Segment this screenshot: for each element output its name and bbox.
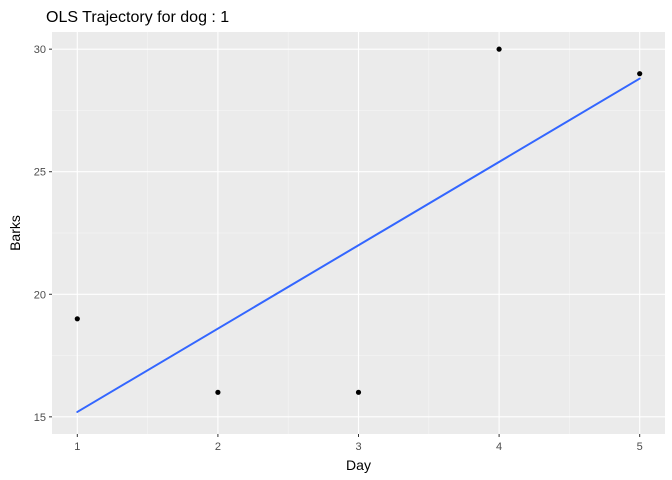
data-point (215, 389, 221, 395)
x-tick-label: 1 (74, 441, 80, 453)
x-tick-label: 2 (215, 441, 221, 453)
data-point (496, 46, 502, 52)
y-axis-title: Barks (7, 215, 23, 251)
data-point (637, 71, 643, 77)
y-tick-label: 15 (34, 412, 46, 424)
major-gridlines (52, 32, 665, 434)
tick-labels: 1 2 3 4 5 15 20 25 30 (34, 44, 643, 453)
data-point (355, 389, 362, 395)
x-axis-title: Day (346, 457, 371, 473)
chart-title: OLS Trajectory for dog : 1 (46, 9, 229, 26)
y-tick-label: 25 (34, 167, 46, 179)
fit-line-group (76, 77, 641, 413)
data-point (74, 316, 80, 322)
ols-fit-line (76, 77, 641, 413)
x-tick-label: 5 (637, 441, 643, 453)
axis-ticks (49, 48, 641, 437)
y-tick-label: 30 (34, 44, 46, 56)
data-points (74, 46, 643, 395)
x-tick-label: 3 (355, 441, 361, 453)
y-tick-label: 20 (34, 289, 46, 301)
x-tick-label: 4 (496, 441, 502, 453)
